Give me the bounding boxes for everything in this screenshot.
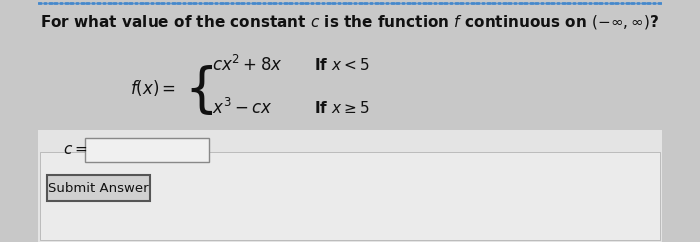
- Text: Submit Answer: Submit Answer: [48, 182, 148, 195]
- Text: $f(x) =$: $f(x) =$: [130, 78, 176, 98]
- Text: $cx^2 + 8x$: $cx^2 + 8x$: [212, 55, 283, 75]
- Text: If $x \geq 5$: If $x \geq 5$: [314, 100, 370, 116]
- Bar: [40, 152, 660, 240]
- Bar: [85, 138, 209, 162]
- Bar: [38, 130, 661, 242]
- Text: If $x < 5$: If $x < 5$: [314, 57, 370, 73]
- Bar: [48, 175, 150, 201]
- Text: $x^3 - cx$: $x^3 - cx$: [212, 98, 272, 118]
- Text: $c =$: $c =$: [63, 143, 88, 158]
- Text: $\{$: $\{$: [183, 63, 213, 117]
- Text: For what value of the constant $c$ is the function $f$ continuous on $(-\infty, : For what value of the constant $c$ is th…: [41, 13, 659, 31]
